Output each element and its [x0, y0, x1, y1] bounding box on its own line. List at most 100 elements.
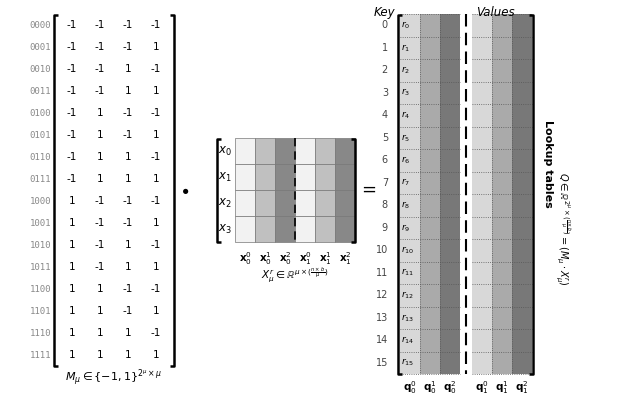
Bar — [472, 14, 492, 37]
Bar — [512, 81, 532, 104]
Text: 3: 3 — [382, 88, 388, 98]
Text: 1: 1 — [68, 328, 76, 338]
Bar — [440, 351, 460, 374]
Text: 14: 14 — [376, 335, 388, 345]
Text: -1: -1 — [95, 64, 105, 74]
Text: 1: 1 — [125, 262, 131, 272]
Bar — [420, 59, 440, 81]
Bar — [295, 138, 315, 164]
Text: 1: 1 — [125, 86, 131, 96]
Text: 1: 1 — [68, 306, 76, 316]
Text: $M_\mu \in \{-1,1\}^{2^\mu \times \mu}$: $M_\mu \in \{-1,1\}^{2^\mu \times \mu}$ — [65, 367, 163, 388]
Bar — [400, 171, 420, 194]
Text: 0100: 0100 — [29, 108, 51, 118]
Text: Key: Key — [374, 6, 396, 19]
Text: $\bullet$: $\bullet$ — [179, 181, 189, 199]
Bar — [512, 307, 532, 329]
Text: -1: -1 — [95, 20, 105, 30]
Text: $r_{14}$: $r_{14}$ — [401, 334, 414, 346]
Bar — [492, 104, 512, 127]
Text: 8: 8 — [382, 200, 388, 210]
Text: -1: -1 — [67, 20, 77, 30]
Bar — [420, 81, 440, 104]
Text: $\mathbf{x}_1^1$: $\mathbf{x}_1^1$ — [319, 250, 332, 267]
Bar — [400, 261, 420, 284]
Bar — [492, 217, 512, 239]
Bar — [440, 239, 460, 261]
Bar — [420, 239, 440, 261]
Bar — [400, 329, 420, 351]
Bar — [400, 149, 420, 171]
Text: $\mathbf{x}_0^1$: $\mathbf{x}_0^1$ — [259, 250, 271, 267]
Bar — [440, 149, 460, 171]
Bar — [492, 149, 512, 171]
Text: 1: 1 — [125, 64, 131, 74]
Bar — [512, 127, 532, 149]
Bar — [295, 190, 315, 216]
Text: $r_7$: $r_7$ — [401, 177, 410, 189]
Bar — [512, 284, 532, 307]
Bar — [512, 14, 532, 37]
Bar — [420, 329, 440, 351]
Text: $\mathbf{q}_1^0$: $\mathbf{q}_1^0$ — [475, 379, 489, 393]
Bar — [255, 216, 275, 242]
Bar — [275, 190, 295, 216]
Text: -1: -1 — [95, 196, 105, 206]
Text: 12: 12 — [376, 290, 388, 300]
Text: $r_9$: $r_9$ — [401, 222, 410, 233]
Bar — [472, 261, 492, 284]
Text: 1: 1 — [153, 306, 159, 316]
Text: 1: 1 — [97, 174, 103, 184]
Bar — [255, 164, 275, 190]
Text: $\mathbf{q}_1^2$: $\mathbf{q}_1^2$ — [515, 379, 529, 393]
Text: $r_4$: $r_4$ — [401, 110, 410, 121]
Text: $\mathbf{x}_0^0$: $\mathbf{x}_0^0$ — [239, 250, 252, 267]
Text: 1110: 1110 — [29, 329, 51, 338]
Text: 1: 1 — [382, 43, 388, 53]
Bar — [275, 164, 295, 190]
Bar — [400, 217, 420, 239]
Text: 1: 1 — [125, 350, 131, 360]
Text: -1: -1 — [95, 240, 105, 250]
Text: -1: -1 — [95, 218, 105, 228]
Text: 1: 1 — [97, 350, 103, 360]
Text: $\mathbf{q}_1^1$: $\mathbf{q}_1^1$ — [495, 379, 509, 393]
Text: 1: 1 — [68, 240, 76, 250]
Text: 1: 1 — [153, 350, 159, 360]
Text: 1: 1 — [125, 174, 131, 184]
Bar — [420, 194, 440, 217]
Bar — [400, 127, 420, 149]
Text: -1: -1 — [123, 218, 133, 228]
Text: $r_{10}$: $r_{10}$ — [401, 244, 414, 256]
Bar — [472, 217, 492, 239]
Bar — [315, 216, 335, 242]
Text: 0010: 0010 — [29, 64, 51, 73]
Text: 7: 7 — [381, 178, 388, 188]
Bar — [492, 239, 512, 261]
Bar — [420, 127, 440, 149]
Text: 10: 10 — [376, 245, 388, 255]
Bar — [472, 307, 492, 329]
Bar — [472, 37, 492, 59]
Text: 1: 1 — [125, 152, 131, 162]
Text: -1: -1 — [151, 240, 161, 250]
Text: 1: 1 — [97, 284, 103, 294]
Text: 1: 1 — [68, 284, 76, 294]
Bar — [472, 351, 492, 374]
Bar — [440, 284, 460, 307]
Text: $r_3$: $r_3$ — [401, 87, 410, 99]
Text: 0011: 0011 — [29, 86, 51, 95]
Bar — [400, 14, 420, 37]
Bar — [400, 37, 420, 59]
Text: 1101: 1101 — [29, 307, 51, 316]
Bar — [440, 329, 460, 351]
Bar — [492, 171, 512, 194]
Bar — [420, 149, 440, 171]
Bar — [400, 59, 420, 81]
Bar — [512, 329, 532, 351]
Text: 1: 1 — [97, 152, 103, 162]
Bar — [512, 59, 532, 81]
Text: 1: 1 — [97, 306, 103, 316]
Bar — [335, 216, 355, 242]
Text: 1100: 1100 — [29, 285, 51, 294]
